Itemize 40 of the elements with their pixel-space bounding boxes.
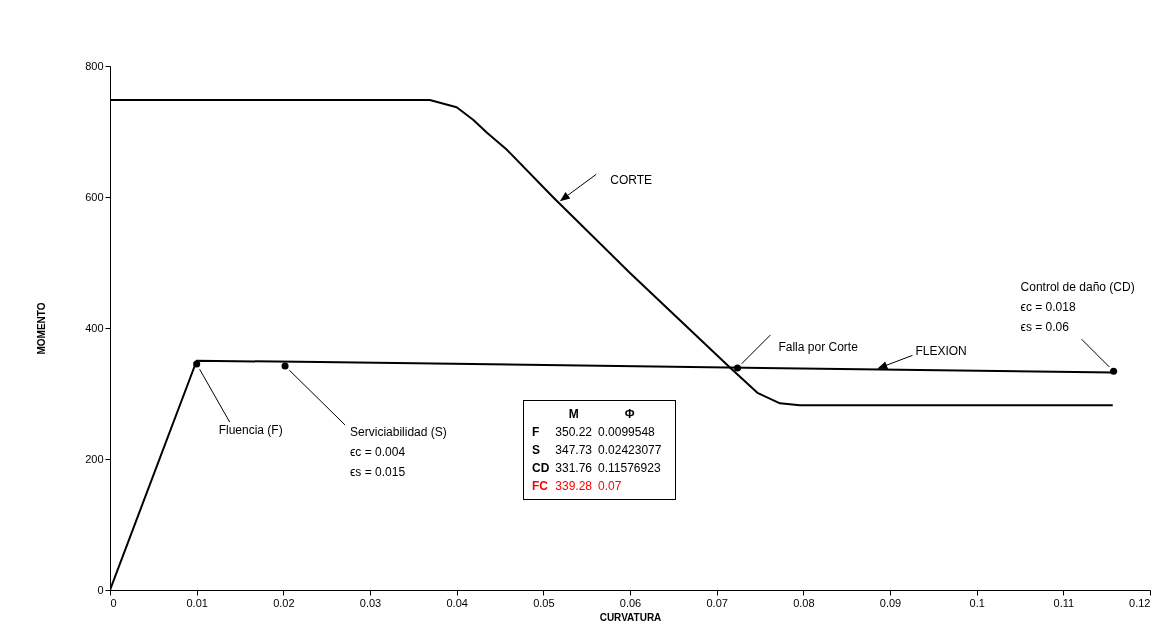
legend-label: CORTE — [610, 173, 653, 188]
annotation: 347.73 — [555, 442, 594, 459]
series-label: FLEXION — [915, 344, 967, 359]
y-tick-label: 800 — [85, 59, 104, 72]
y-tick-label: 200 — [85, 452, 104, 465]
annotation: 0.0099548 — [598, 424, 656, 441]
annotation: Falla por Corte — [778, 339, 859, 354]
x-tick-label: 0.01 — [186, 596, 208, 609]
x-tick-label: 0.1 — [969, 596, 985, 609]
annotation: 350.22 — [555, 424, 594, 441]
x-tick-label: 0.02 — [273, 596, 295, 609]
x-tick-label: 0.03 — [359, 596, 382, 609]
x-tick-label: 0.05 — [533, 596, 555, 609]
annotation: S — [532, 442, 541, 459]
annotation: Φ — [623, 406, 636, 423]
annotation: F — [532, 424, 541, 441]
annotation: 0.07 — [598, 478, 623, 495]
annotation: 0.02423077 — [598, 442, 663, 459]
annotation: CD — [532, 460, 551, 477]
y-tick-label: 0 — [97, 583, 104, 596]
annotation: Control de daño (CD) ϵc = 0.018 ϵs = 0.06 — [1020, 280, 1135, 335]
annotation: FC — [532, 478, 549, 495]
x-tick-label: 0 — [110, 596, 117, 609]
annotation: 0.11576923 — [598, 460, 662, 477]
annotation: Fluencia (F) — [218, 423, 283, 438]
x-tick-label: 0.06 — [619, 596, 642, 609]
annotation: 339.28 — [555, 478, 594, 495]
x-tick-label: 0.12 — [1129, 596, 1151, 609]
x-tick-label: 0.09 — [879, 596, 902, 609]
annotation: Serviciabilidad (S) ϵc = 0.004 ϵs = 0.015 — [350, 424, 447, 479]
y-tick-label: 400 — [85, 321, 104, 334]
annotation: 331.76 — [555, 460, 594, 477]
x-tick-label: 0.08 — [793, 596, 815, 609]
x-tick-label: 0.04 — [446, 596, 468, 609]
y-axis-title: MOMENTO — [36, 302, 48, 355]
annotation: M — [567, 406, 580, 423]
x-axis-title: CURVATURA — [599, 611, 662, 623]
x-tick-label: 0.11 — [1053, 596, 1075, 609]
y-tick-label: 600 — [85, 190, 104, 203]
x-tick-label: 0.07 — [706, 596, 728, 609]
